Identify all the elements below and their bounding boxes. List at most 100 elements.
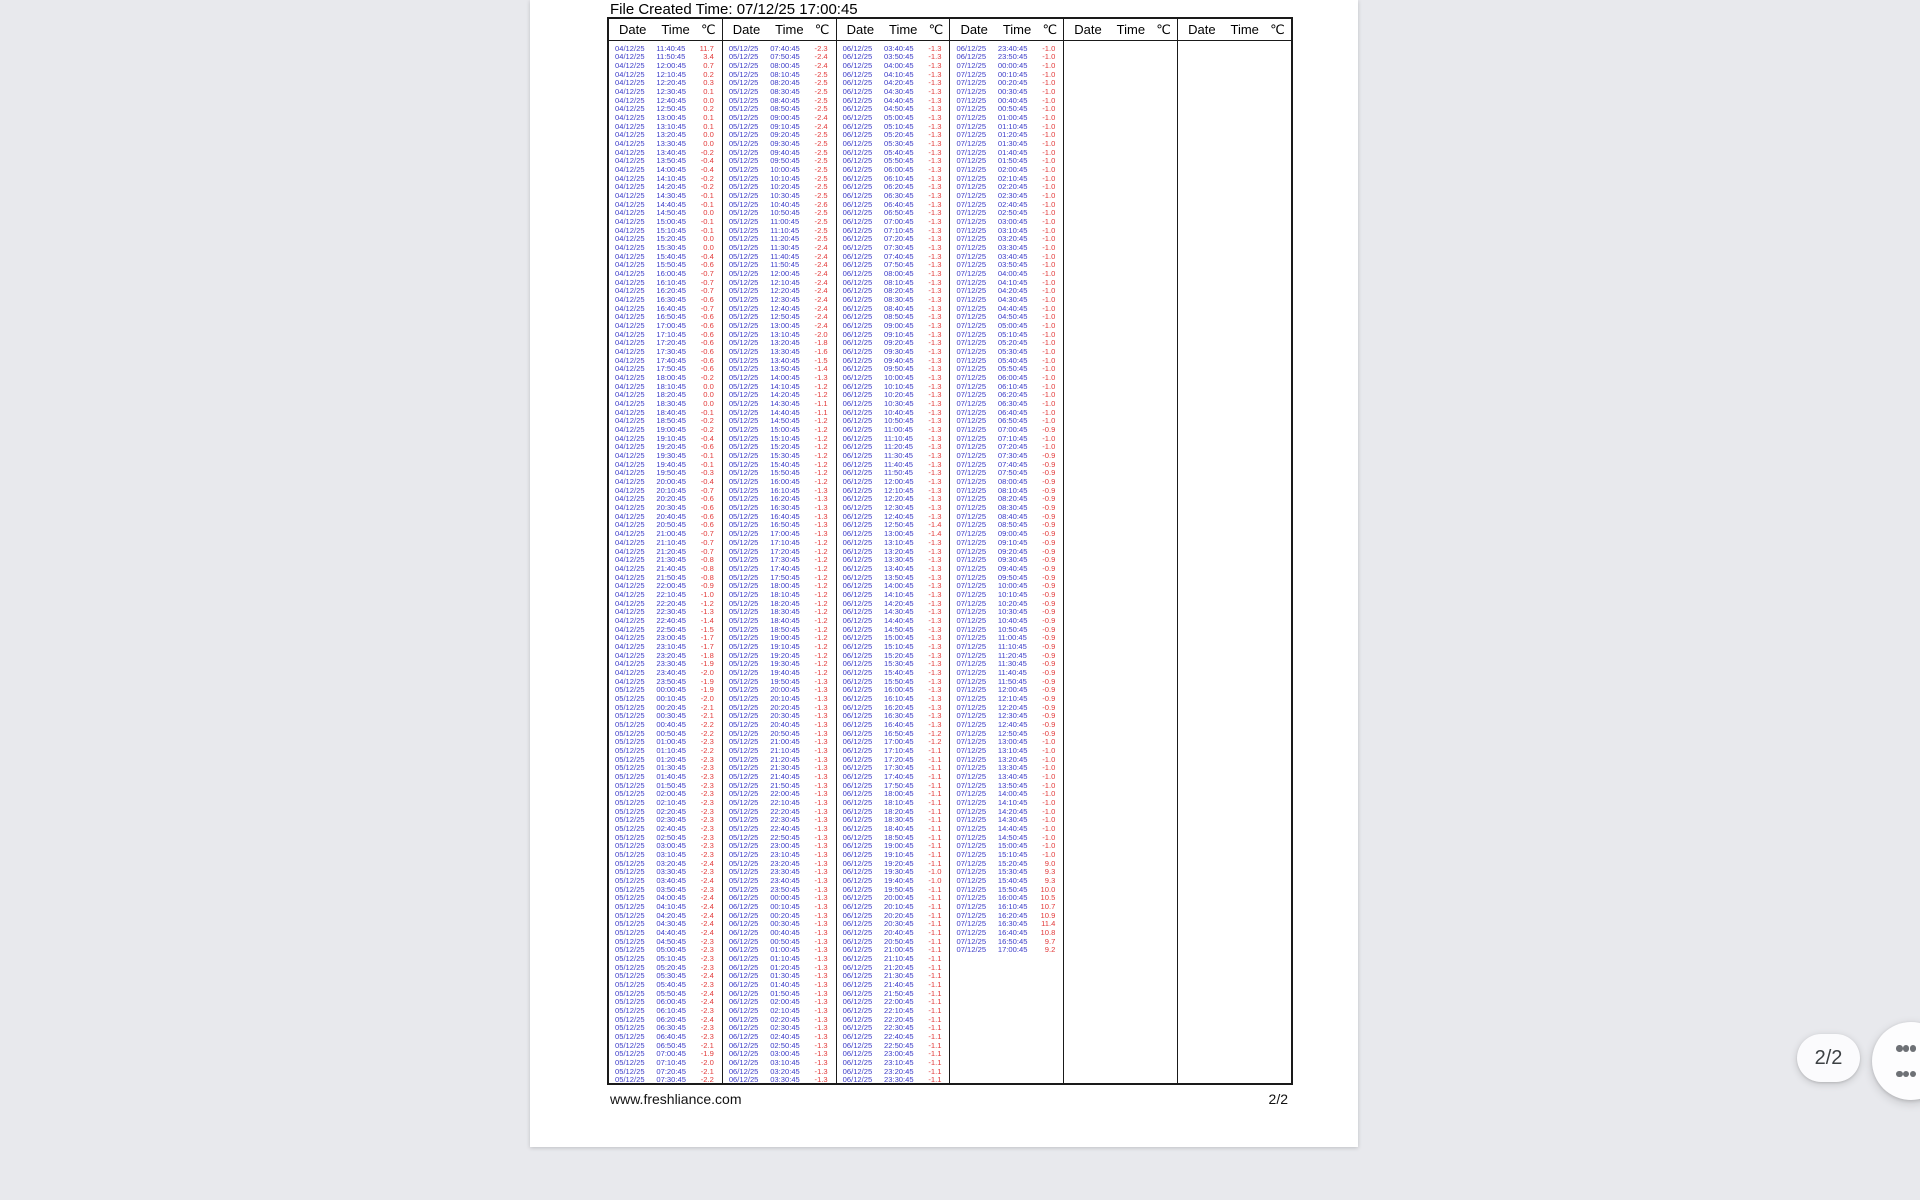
log-date: 06/12/25	[842, 685, 873, 695]
log-temp: -1.3	[814, 971, 828, 981]
log-row: 06/12/25 06:00:45 -1.3	[837, 165, 950, 174]
log-date: 04/12/25	[615, 147, 645, 157]
log-date: 05/12/25	[728, 43, 759, 53]
log-temp: -2.4	[814, 321, 828, 331]
log-row: 05/12/25 09:10:45 -2.4	[723, 122, 836, 131]
log-date: 06/12/25	[728, 910, 759, 920]
log-date: 04/12/25	[615, 667, 645, 677]
log-row: 06/12/25 11:20:45 -1.3	[837, 443, 950, 452]
log-date: 06/12/25	[842, 321, 873, 331]
log-time: 12:10:45	[884, 485, 914, 495]
log-row: 06/12/25 21:30:45 -1.1	[837, 972, 950, 981]
log-time: 17:30:45	[770, 555, 800, 565]
log-time: 05:20:45	[656, 962, 686, 972]
log-time: 08:10:45	[770, 69, 800, 79]
log-time: 17:40:45	[884, 771, 914, 781]
log-temp: -2.5	[814, 147, 828, 157]
log-temp: -1.0	[1042, 251, 1056, 261]
log-time: 08:40:45	[997, 511, 1028, 521]
log-time: 17:50:45	[770, 572, 800, 582]
log-row: 07/12/25 02:30:45 -1.0	[950, 191, 1063, 200]
log-temp: -1.3	[928, 95, 942, 105]
log-date: 07/12/25	[956, 190, 987, 200]
log-row: 04/12/25 15:10:45 -0.1	[609, 226, 722, 235]
log-row: 07/12/25 00:40:45 -1.0	[950, 96, 1063, 105]
log-row: 05/12/25 08:20:45 -2.5	[723, 79, 836, 88]
log-time: 12:50:45	[884, 520, 914, 530]
column-header-date: Date	[1188, 22, 1216, 37]
log-time: 12:30:45	[884, 503, 914, 513]
log-row: 06/12/25 09:20:45 -1.3	[837, 339, 950, 348]
log-temp: -2.3	[700, 754, 714, 764]
log-date: 07/12/25	[956, 589, 987, 599]
log-row: 06/12/25 13:30:45 -1.3	[837, 556, 950, 565]
log-temp: -2.5	[814, 78, 828, 88]
log-time: 16:30:45	[656, 295, 686, 305]
log-date: 04/12/25	[615, 251, 645, 261]
log-row: 05/12/25 07:00:45 -1.9	[609, 1050, 722, 1059]
log-row: 04/12/25 17:30:45 -0.6	[609, 348, 722, 357]
log-row: 06/12/25 07:50:45 -1.3	[837, 261, 950, 270]
log-temp: -1.3	[928, 321, 942, 331]
log-date: 05/12/25	[728, 581, 759, 591]
log-temp: -1.3	[928, 468, 942, 478]
log-row: 06/12/25 11:40:45 -1.3	[837, 460, 950, 469]
log-date: 06/12/25	[842, 797, 873, 807]
log-temp: -1.3	[814, 754, 828, 764]
log-temp: -1.2	[814, 468, 828, 478]
log-temp: -1.3	[814, 893, 828, 903]
log-row: 07/12/25 08:10:45 -0.9	[950, 486, 1063, 495]
log-row: 05/12/25 19:40:45 -1.2	[723, 668, 836, 677]
log-date: 06/12/25	[842, 208, 873, 218]
log-temp: -2.4	[814, 121, 828, 131]
log-date: 07/12/25	[956, 173, 987, 183]
log-time: 23:30:45	[770, 867, 800, 877]
log-row: 05/12/25 01:00:45 -2.3	[609, 738, 722, 747]
log-time: 11:40:45	[656, 43, 686, 53]
log-time: 18:20:45	[656, 390, 686, 400]
log-time: 07:10:45	[884, 225, 914, 235]
log-temp: -0.9	[1042, 589, 1056, 599]
log-temp: -1.3	[928, 615, 942, 625]
log-row: 05/12/25 04:10:45 -2.4	[609, 903, 722, 912]
log-time: 09:10:45	[884, 329, 914, 339]
log-time: 23:50:45	[770, 884, 800, 894]
log-temp: -1.3	[814, 928, 828, 938]
log-time: 20:10:45	[884, 902, 914, 912]
log-row: 04/12/25 18:40:45 -0.1	[609, 408, 722, 417]
log-row: 05/12/25 07:30:45 -2.2	[609, 1076, 722, 1083]
log-temp: -2.4	[814, 60, 828, 70]
log-row: 06/12/25 21:20:45 -1.1	[837, 963, 950, 972]
log-time: 21:40:45	[884, 980, 914, 990]
log-row: 06/12/25 00:40:45 -1.3	[723, 929, 836, 938]
log-date: 07/12/25	[956, 78, 987, 88]
log-row: 07/12/25 16:20:45 10.9	[950, 911, 1063, 920]
log-temp: -2.3	[700, 954, 714, 964]
log-time: 01:10:45	[656, 745, 686, 755]
log-date: 05/12/25	[728, 286, 759, 296]
grid-dots-button[interactable]	[1872, 1022, 1920, 1100]
log-temp: -2.5	[814, 69, 828, 79]
log-time: 15:50:45	[770, 468, 800, 478]
log-temp: -1.1	[814, 407, 828, 417]
log-temp: -2.4	[814, 295, 828, 305]
log-date: 06/12/25	[842, 312, 873, 322]
log-date: 06/12/25	[842, 86, 873, 96]
log-date: 07/12/25	[956, 312, 987, 322]
log-time: 15:20:45	[770, 442, 800, 452]
log-date: 04/12/25	[615, 355, 645, 365]
log-temp: -1.9	[700, 676, 714, 686]
log-row: 05/12/25 23:30:45 -1.3	[723, 868, 836, 877]
log-temp: -0.4	[700, 433, 714, 443]
log-time: 08:10:45	[884, 277, 914, 287]
log-date: 05/12/25	[728, 199, 759, 209]
log-temp: -2.4	[700, 928, 714, 938]
log-time: 08:50:45	[770, 104, 800, 114]
log-date: 04/12/25	[615, 95, 645, 105]
log-date: 06/12/25	[728, 997, 759, 1007]
log-row: 05/12/25 09:50:45 -2.5	[723, 157, 836, 166]
log-date: 06/12/25	[842, 858, 873, 868]
log-temp: -1.3	[928, 589, 942, 599]
footer-page-number: 2/2	[1268, 1091, 1288, 1107]
log-time: 18:00:45	[884, 789, 914, 799]
